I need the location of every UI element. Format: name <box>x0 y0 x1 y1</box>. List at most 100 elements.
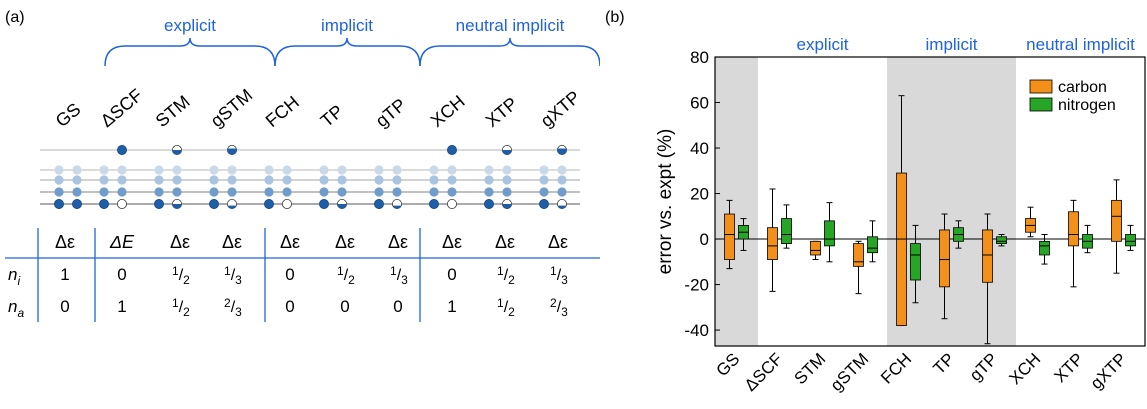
orbital-valence-3 <box>319 165 329 175</box>
orbital-virtual-fill <box>557 148 567 155</box>
x-tick-label: gTP <box>966 349 1001 384</box>
y-tick-label: 60 <box>690 94 709 113</box>
orbital-valence-1 <box>484 187 494 197</box>
table-row-label: ni <box>8 265 20 288</box>
table-cell: 0 <box>60 297 69 316</box>
orbital-excited-core <box>281 198 292 209</box>
group-brace-1 <box>274 37 421 67</box>
table-header-cell: Δε <box>222 232 242 252</box>
method-label: STM <box>152 91 194 131</box>
table-cell: 0 <box>285 265 294 284</box>
orbital-valence-2 <box>447 175 457 185</box>
table-header-cell: ΔE <box>109 232 135 252</box>
method-label: gTP <box>372 95 410 132</box>
table-header-cell: Δε <box>280 232 300 252</box>
orbital-valence-1 <box>99 187 109 197</box>
table-cell-fraction: 1/2 <box>497 264 515 287</box>
orbital-excited-core <box>171 198 182 209</box>
table-cell-fraction: 1/3 <box>224 264 242 287</box>
box-carbon <box>896 172 907 326</box>
orbital-valence-3 <box>264 165 274 175</box>
table-cell-fraction: 2/3 <box>224 296 242 319</box>
orbital-valence-1 <box>264 187 274 197</box>
orbital-spectator-core <box>539 199 549 209</box>
group-label-2: neutral implicit <box>456 16 565 35</box>
table-cell: 1 <box>447 297 456 316</box>
orbital-valence-1 <box>392 187 402 197</box>
orbital-valence-2 <box>172 175 182 185</box>
y-tick-label: 40 <box>690 139 709 158</box>
y-tick-label: -40 <box>684 321 709 340</box>
box-carbon <box>724 213 735 260</box>
method-label: gSTM <box>207 85 257 131</box>
orbital-spectator-core <box>54 199 64 209</box>
box-carbon <box>810 240 821 256</box>
orbital-valence-2 <box>319 175 329 185</box>
orbital-valence-1 <box>227 187 237 197</box>
orbital-valence-1 <box>539 187 549 197</box>
orbital-valence-2 <box>392 175 402 185</box>
table-cell-fraction: 1/2 <box>172 296 190 319</box>
group-brace-0 <box>104 37 276 67</box>
group-label: neutral implicit <box>1026 35 1135 54</box>
table-header-cell: Δε <box>495 232 515 252</box>
orbital-valence-2 <box>337 175 347 185</box>
orbital-valence-3 <box>282 165 292 175</box>
orbital-valence-3 <box>117 165 127 175</box>
orbital-virtual-fill <box>172 150 182 155</box>
x-tick-label: XCH <box>1006 349 1045 388</box>
orbital-spectator-core <box>154 199 164 209</box>
shaded-region <box>887 57 930 346</box>
orbital-valence-3 <box>99 165 109 175</box>
table-cell-fraction: 1/2 <box>172 264 190 287</box>
orbital-virtual <box>117 145 127 155</box>
orbital-excited-core-fill <box>392 205 402 209</box>
orbital-excited-core-fill <box>227 205 237 209</box>
orbital-valence-1 <box>282 187 292 197</box>
shaded-region <box>930 57 973 346</box>
x-tick-label: TP <box>930 349 959 378</box>
box-nitrogen <box>996 236 1007 244</box>
group-label: explicit <box>797 35 849 54</box>
orbital-valence-3 <box>447 165 457 175</box>
orbital-spectator-core <box>429 199 439 209</box>
box-nitrogen <box>781 218 792 244</box>
orbital-virtual <box>501 144 512 155</box>
legend-swatch-carbon <box>1029 79 1053 94</box>
orbital-virtual-fill <box>227 148 237 155</box>
table-cell: 1 <box>117 297 126 316</box>
table-header-cell: Δε <box>170 232 190 252</box>
orbital-excited-core <box>446 198 457 209</box>
table-cell-fraction: 2/3 <box>550 296 568 319</box>
orbital-valence-2 <box>54 175 64 185</box>
orbital-valence-3 <box>172 165 182 175</box>
x-tick-label: XTP <box>1051 349 1088 386</box>
box-carbon <box>1068 211 1079 247</box>
orbital-valence-1 <box>374 187 384 197</box>
orbital-excited-core <box>391 198 402 209</box>
table-cell: 0 <box>117 265 126 284</box>
panel-b-label: (b) <box>605 9 625 26</box>
orbital-valence-3 <box>54 165 64 175</box>
shaded-region <box>973 57 1016 346</box>
orbital-virtual-fill <box>502 150 512 155</box>
y-tick-label: 20 <box>690 185 709 204</box>
orbital-valence-1 <box>557 187 567 197</box>
orbital-virtual <box>447 145 457 155</box>
orbital-excited-core <box>557 198 568 209</box>
orbital-excited-core <box>336 198 347 209</box>
orbital-excited-core-fill <box>557 205 567 209</box>
shaded-region <box>715 57 758 346</box>
orbital-valence-1 <box>72 187 82 197</box>
orbital-spectator-core <box>209 199 219 209</box>
table-header-cell: Δε <box>548 232 568 252</box>
orbital-valence-1 <box>209 187 219 197</box>
group-label: implicit <box>926 35 978 54</box>
orbital-spectator-core <box>319 199 329 209</box>
orbital-valence-2 <box>117 175 127 185</box>
orbital-valence-2 <box>557 175 567 185</box>
panel-b-box-chart: (b) 80 60 40 20 0 -20 -40 error vs. expt (%) expl… <box>600 0 1147 404</box>
orbital-excited-core-fill <box>172 204 182 209</box>
x-tick-label: STM <box>791 349 830 388</box>
orbital-excited-core <box>501 198 512 209</box>
